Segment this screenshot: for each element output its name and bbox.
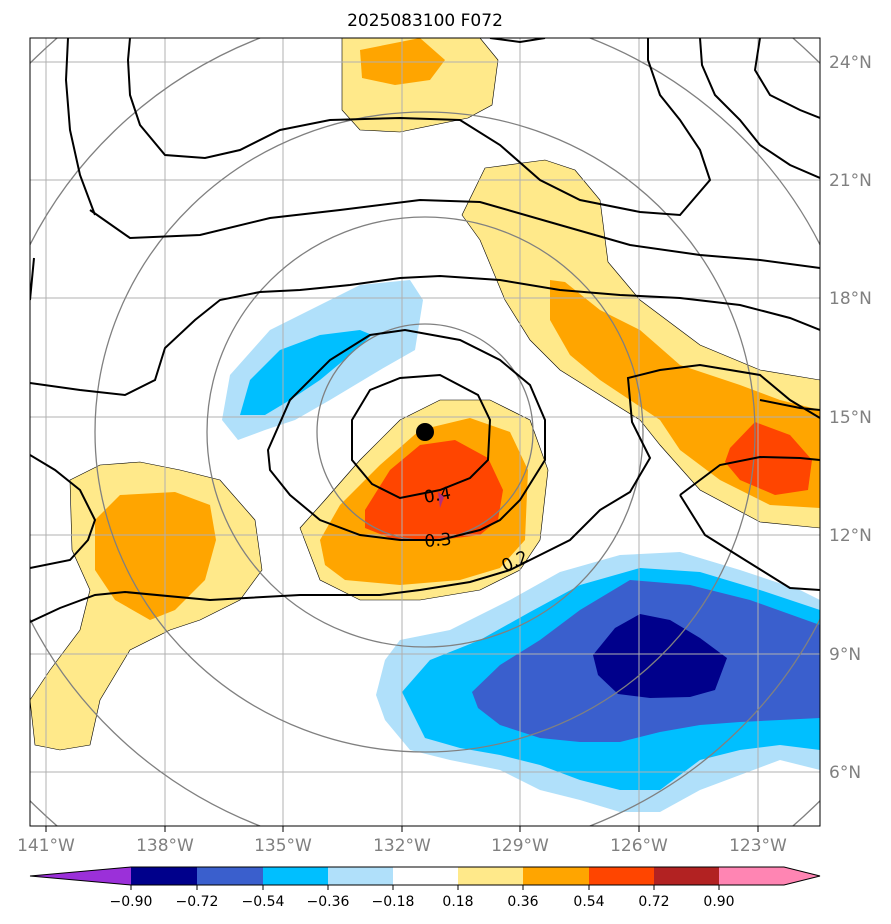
lon-tick-marks: [45, 826, 759, 832]
contour-lines: [30, 38, 820, 623]
colorbar-segment: [393, 867, 458, 885]
colorbar-extend-low: [30, 867, 131, 885]
lon-tick-label: 123°W: [729, 836, 787, 856]
lon-tick-labels: 141°W 138°W 135°W 132°W 129°W 126°W 123°…: [17, 836, 787, 856]
contour-label-0.3: 0.3: [424, 530, 453, 552]
colorbar-segment: [523, 867, 589, 885]
colorbar-tick: −0.18: [372, 894, 415, 910]
colorbar-tick: −0.54: [242, 894, 285, 910]
colorbar-tick: 0.72: [638, 894, 669, 910]
lon-tick-label: 135°W: [254, 836, 312, 856]
colorbar: −0.90 −0.72 −0.54 −0.36 −0.18 0.18 0.36 …: [29, 866, 821, 910]
colorbar-tick: −0.36: [307, 894, 350, 910]
lat-tick-label: 12°N: [829, 526, 872, 546]
colorbar-segment: [458, 867, 523, 885]
lat-tick-label: 6°N: [829, 763, 861, 783]
colorbar-segment: [654, 867, 719, 885]
lon-tick-label: 138°W: [136, 836, 194, 856]
colorbar-segment: [197, 867, 263, 885]
lat-tick-labels: 6°N 9°N 12°N 15°N 18°N 21°N 24°N: [829, 53, 872, 783]
map-title: 2025083100 F072: [347, 11, 503, 31]
positive-fill-0.54: [365, 422, 812, 540]
colorbar-segment: [328, 867, 393, 885]
colorbar-tick: −0.90: [110, 894, 153, 910]
lat-tick-label: 9°N: [829, 645, 861, 665]
colorbar-segment: [719, 867, 784, 885]
lat-tick-label: 15°N: [829, 408, 872, 428]
lon-tick-label: 129°W: [491, 836, 549, 856]
lon-tick-label: 126°W: [610, 836, 668, 856]
lon-tick-label: 141°W: [17, 836, 75, 856]
lon-tick-label: 132°W: [373, 836, 431, 856]
colorbar-tick: 0.90: [703, 894, 734, 910]
contour-label-0.4: 0.4: [422, 484, 452, 508]
colorbar-extend-high: [784, 867, 820, 885]
colorbar-tick: 0.36: [507, 894, 538, 910]
colorbar-tick: −0.72: [176, 894, 219, 910]
wind-barb-mark: [438, 492, 444, 508]
lat-tick-label: 18°N: [829, 289, 872, 309]
colorbar-segment: [589, 867, 654, 885]
contour-0.2: [30, 363, 820, 623]
lat-tick-label: 21°N: [829, 171, 872, 191]
colorbar-tick: 0.18: [442, 894, 473, 910]
storm-center-marker: [416, 423, 434, 441]
contour-0.3: [266, 328, 546, 541]
colorbar-segment: [263, 867, 328, 885]
lat-tick-label: 24°N: [829, 53, 872, 73]
contour-0.4: [351, 373, 492, 500]
colorbar-segment: [131, 867, 197, 885]
colorbar-tick: 0.54: [573, 894, 604, 910]
map-frame: [29, 37, 821, 827]
